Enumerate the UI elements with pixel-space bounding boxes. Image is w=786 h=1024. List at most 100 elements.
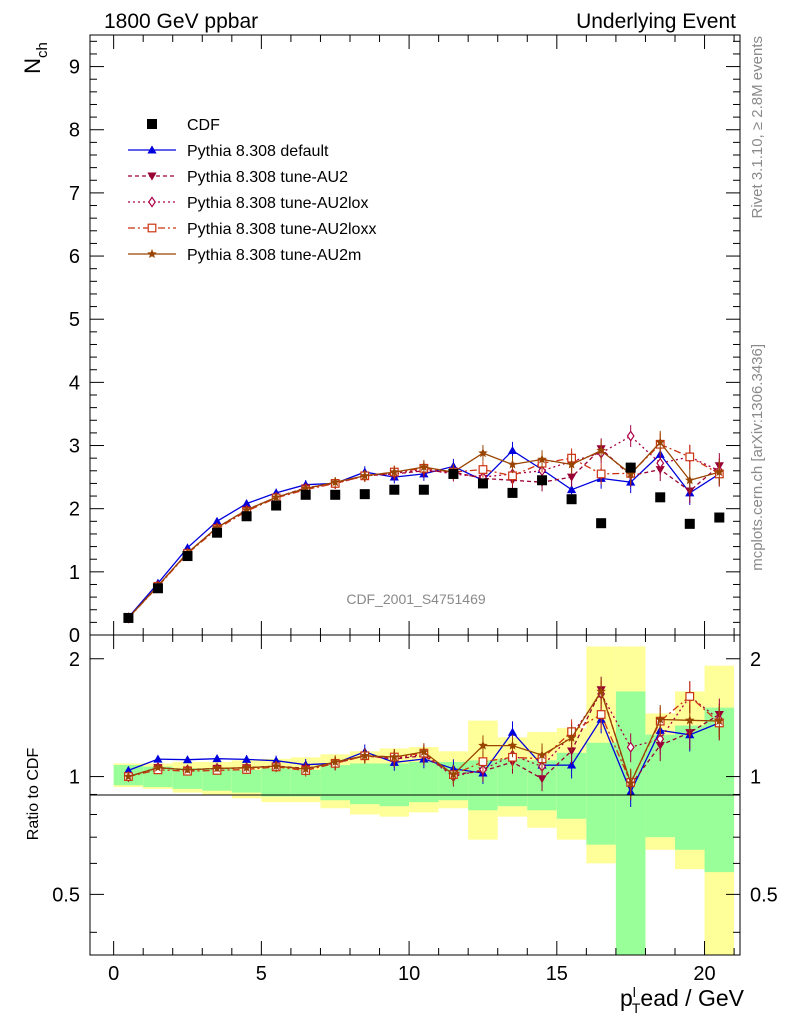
- series-point-pythia-8-308-default: [566, 485, 577, 494]
- series-point-pythia-8-308-tune-au2m: [714, 467, 725, 477]
- y-tick-label-main: 3: [69, 436, 80, 458]
- y-tick-label-main: 4: [69, 372, 80, 394]
- legend: CDF Pythia 8.308 default Pythia 8.308 tune…: [128, 117, 376, 264]
- y-tick-label-ratio-right: 2: [750, 649, 761, 671]
- data-point-cdf: [300, 489, 311, 500]
- axis-ticks-group: [90, 35, 740, 955]
- series-point-pythia-8-308-tune-au2m: [625, 468, 636, 478]
- ratio-point-pythia-8-308-tune-au2lox: [626, 741, 635, 753]
- legend-marker-pythia-8-308-tune-au2: [147, 172, 157, 181]
- series-point-pythia-8-308-tune-au2m: [478, 448, 488, 458]
- ratio-point-pythia-8-308-tune-au2m: [300, 764, 311, 774]
- ratio-point-pythia-8-308-tune-au2: [566, 747, 577, 756]
- y-tick-label-ratio-left: 1: [69, 767, 80, 789]
- ratio-point-pythia-8-308-tune-au2m: [271, 761, 281, 771]
- data-point-cdf: [596, 518, 607, 529]
- ratio-point-pythia-8-308-tune-au2m: [478, 740, 488, 750]
- series-point-pythia-8-308-tune-au2loxx: [596, 469, 606, 479]
- data-point-cdf: [448, 468, 459, 479]
- header-right-label: Underlying Event: [576, 10, 736, 33]
- legend-marker-pythia-8-308-tune-au2m: [147, 249, 157, 258]
- ratio-point-pythia-8-308-default: [182, 755, 193, 764]
- data-point-cdf: [566, 494, 577, 505]
- y-tick-label-main: 5: [69, 309, 80, 331]
- ratio-point-pythia-8-308-tune-au2: [537, 775, 547, 784]
- series-point-pythia-8-308-tune-au2m: [566, 459, 577, 469]
- x-tick-label: 15: [546, 963, 568, 985]
- legend-label-pythia-8-308-tune-au2loxx: Pythia 8.308 tune-AU2loxx: [187, 221, 376, 238]
- ratio-band-inner: [615, 691, 646, 955]
- ratio-point-pythia-8-308-tune-au2lox: [656, 733, 665, 745]
- ratio-point-pythia-8-308-tune-au2m: [123, 771, 134, 781]
- legend-marker-pythia-8-308-default: [147, 145, 157, 154]
- series-point-pythia-8-308-default: [241, 499, 252, 508]
- series-point-pythia-8-308-tune-au2loxx: [478, 465, 488, 474]
- ratio-point-pythia-8-308-default: [212, 754, 222, 763]
- x-tick-label: 0: [108, 963, 119, 985]
- ratio-point-pythia-8-308-tune-au2m: [625, 778, 636, 788]
- ratio-point-pythia-8-308-tune-au2loxx: [685, 692, 695, 701]
- data-point-cdf: [389, 484, 400, 495]
- series-point-pythia-8-308-tune-au2m: [212, 522, 222, 532]
- ratio-point-pythia-8-308-tune-au2m: [655, 714, 665, 724]
- y-tick-label-main: 6: [69, 246, 80, 268]
- ratio-point-pythia-8-308-tune-au2loxx: [478, 757, 488, 767]
- legend-label-cdf: CDF: [187, 117, 220, 134]
- y-axis-title-main: Nch: [20, 42, 51, 74]
- data-point-cdf: [625, 462, 636, 473]
- ratio-point-pythia-8-308-tune-au2m: [182, 764, 193, 774]
- ratio-point-pythia-8-308-default: [153, 754, 163, 763]
- series-point-pythia-8-308-tune-au2lox: [626, 430, 635, 442]
- ratio-point-pythia-8-308-tune-au2m: [212, 763, 222, 773]
- data-point-cdf: [359, 489, 370, 500]
- ratio-point-pythia-8-308-default: [271, 756, 281, 765]
- data-point-cdf: [152, 583, 163, 594]
- legend-label-pythia-8-308-tune-au2: Pythia 8.308 tune-AU2: [187, 169, 348, 186]
- ratio-point-pythia-8-308-default: [566, 760, 577, 769]
- side-label-top: Rivet 3.1.10, ≥ 2.8M events: [749, 36, 766, 219]
- ratio-point-pythia-8-308-tune-au2m: [330, 756, 340, 766]
- analysis-label: CDF_2001_S4751469: [346, 591, 486, 607]
- series-point-pythia-8-308-tune-au2m: [537, 454, 547, 464]
- data-point-cdf: [182, 551, 193, 562]
- series-point-pythia-8-308-tune-au2m: [507, 459, 518, 469]
- ratio-uncertainty-bands: [113, 646, 735, 955]
- ratio-point-pythia-8-308-default: [507, 727, 518, 736]
- series-point-pythia-8-308-default: [212, 516, 222, 525]
- series-point-pythia-8-308-tune-au2m: [685, 475, 695, 485]
- ratio-line-pythia-8-308-tune-au2lox: [128, 692, 720, 778]
- ratio-point-pythia-8-308-tune-au2m: [360, 750, 370, 760]
- y-tick-label-ratio-right: 0.5: [750, 884, 778, 906]
- tick-labels-group: 0 5 10 15 20 0 1 2 3 4 5 6 7 8 9 0.5 0.5 1 1 2 2: [52, 57, 778, 985]
- ratio-point-pythia-8-308-tune-au2m: [389, 752, 400, 762]
- series-point-pythia-8-308-tune-au2m: [419, 462, 429, 471]
- ratio-point-pythia-8-308-tune-au2m: [448, 769, 459, 779]
- series-line-pythia-8-308-tune-au2loxx: [127, 443, 720, 619]
- y-tick-label-main: 1: [69, 562, 80, 584]
- y-tick-label-main: 0: [69, 625, 80, 647]
- y-tick-label-ratio-left: 2: [69, 649, 80, 671]
- series-point-pythia-8-308-tune-au2m: [389, 467, 400, 477]
- y-tick-label-main: 9: [69, 57, 80, 79]
- ratio-band-inner: [231, 769, 262, 793]
- ratio-point-pythia-8-308-tune-au2m: [566, 732, 577, 742]
- side-label-bottom: mcplots.cern.ch [arXiv:1306.3436]: [749, 344, 766, 571]
- y-tick-label-ratio-right: 1: [750, 767, 761, 789]
- series-point-pythia-8-308-tune-au2m: [330, 477, 340, 487]
- legend-marker-cdf: [147, 119, 157, 129]
- series-point-pythia-8-308-tune-au2loxx: [508, 471, 517, 481]
- series-point-pythia-8-308-tune-au2: [566, 473, 577, 482]
- series-point-pythia-8-308-tune-au2lox: [656, 457, 665, 469]
- data-point-cdf: [241, 511, 252, 522]
- ratio-point-pythia-8-308-tune-au2m: [537, 750, 547, 760]
- data-point-cdf: [507, 487, 518, 498]
- y-tick-label-main: 8: [69, 120, 80, 142]
- legend-marker-pythia-8-308-tune-au2loxx: [147, 223, 157, 233]
- series-point-pythia-8-308-tune-au2m: [655, 437, 665, 447]
- ratio-series-group: [123, 676, 725, 808]
- header-left-label: 1800 GeV ppbar: [104, 10, 258, 33]
- data-point-cdf: [212, 527, 223, 538]
- data-point-cdf: [537, 475, 548, 486]
- ratio-band-inner: [320, 765, 350, 801]
- ratio-line-pythia-8-308-tune-au2loxx: [128, 695, 720, 784]
